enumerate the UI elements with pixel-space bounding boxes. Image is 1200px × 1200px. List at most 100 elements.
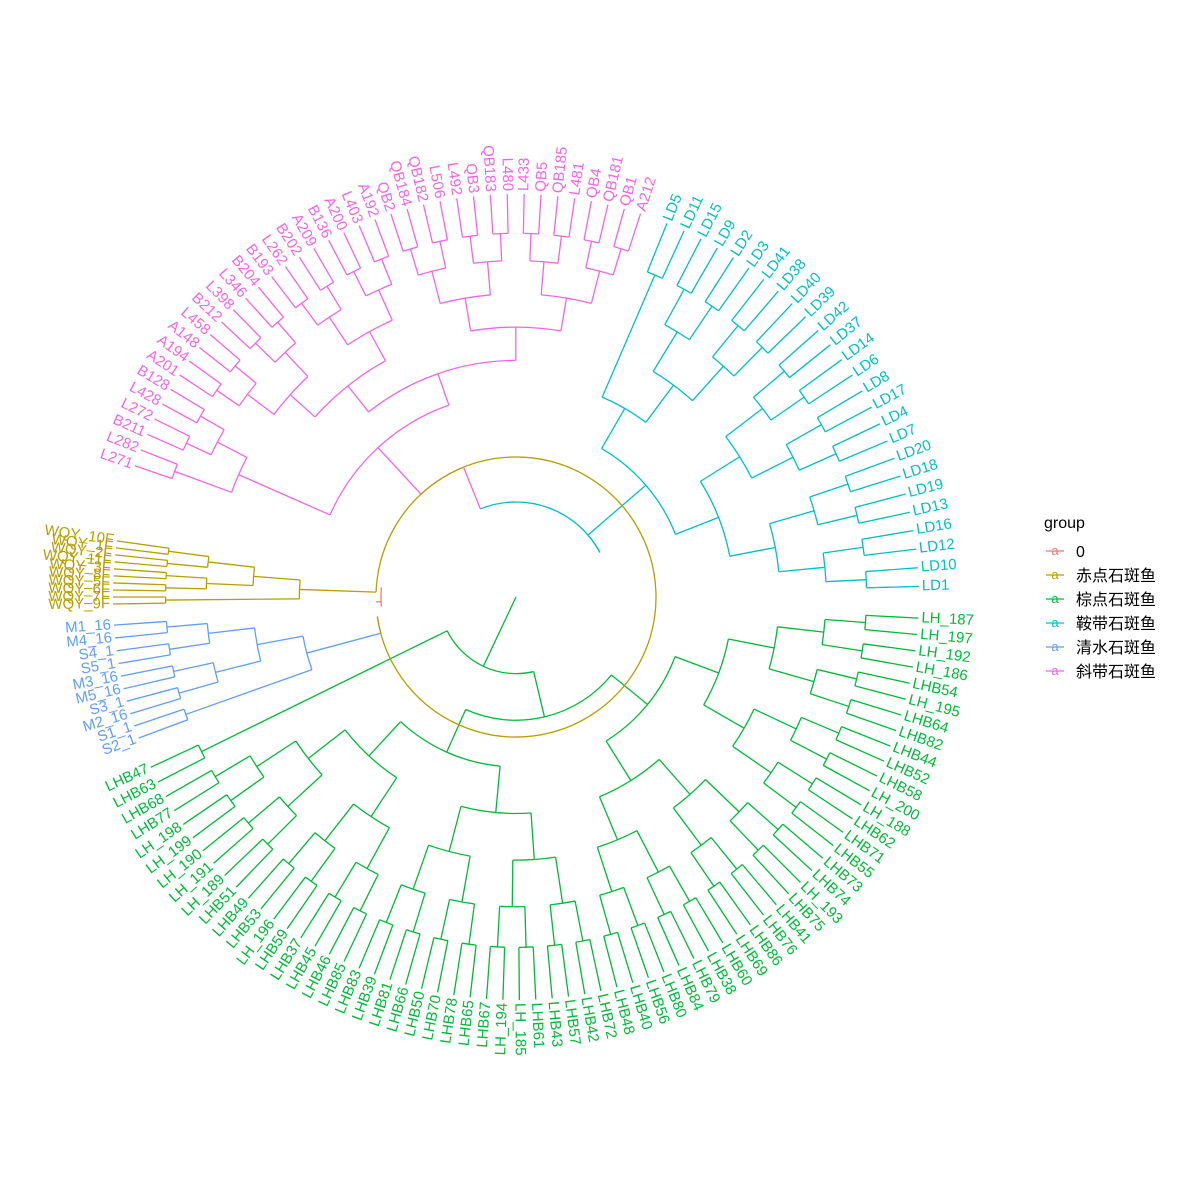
legend-key-glyph: a: [1051, 591, 1059, 606]
branch: [707, 889, 738, 935]
branch: [284, 351, 309, 377]
branch: [116, 540, 170, 549]
tip-label: L506: [425, 164, 448, 200]
branch: [116, 643, 169, 652]
branch-arc: [278, 796, 297, 817]
tip-label: QB185: [549, 146, 571, 194]
branch: [328, 316, 349, 346]
branch: [287, 774, 323, 807]
branch: [499, 233, 503, 261]
branch: [256, 740, 297, 768]
branch: [554, 857, 564, 904]
tip-label: S4_1: [78, 642, 115, 664]
backbone-arc: [480, 501, 601, 553]
legend-title: group: [1044, 515, 1085, 532]
legend-label: 赤点石斑鱼: [1076, 567, 1156, 585]
clade-stem: [587, 484, 647, 536]
legend-key-glyph: a: [1051, 615, 1059, 630]
branch: [772, 834, 813, 872]
branch: [173, 782, 220, 812]
branch: [238, 474, 331, 516]
branch-arc: [165, 621, 169, 633]
tip-label: LD16: [915, 515, 953, 538]
tip-label: LH_187: [921, 609, 974, 629]
branch: [133, 708, 185, 727]
branch: [777, 626, 824, 633]
branch-arc: [822, 752, 831, 766]
branch: [247, 393, 275, 415]
branch: [113, 589, 166, 592]
tip-label: LHB67: [474, 1001, 494, 1048]
branch: [154, 418, 190, 437]
branch: [120, 665, 173, 677]
branch: [732, 745, 772, 774]
branch: [310, 847, 336, 882]
branch: [167, 562, 208, 568]
branch: [755, 303, 793, 343]
branch: [208, 627, 255, 635]
branch: [829, 752, 878, 777]
branch: [785, 424, 822, 446]
branch: [232, 309, 262, 339]
branch: [753, 370, 785, 398]
branch: [841, 725, 891, 747]
branch: [185, 668, 313, 716]
tip-label: WQY_6F: [48, 580, 110, 598]
branch: [790, 739, 827, 760]
branch: [753, 708, 797, 730]
branch-arc: [785, 444, 800, 471]
branch: [668, 865, 691, 902]
branch: [616, 932, 634, 983]
branch: [850, 475, 901, 493]
tip-label: M4_16: [66, 629, 113, 651]
branch: [168, 550, 209, 558]
branch: [255, 342, 276, 363]
branch-arc: [778, 364, 791, 378]
clade-stem: [482, 596, 517, 667]
legend-item: a 斜带石斑鱼: [1046, 663, 1156, 681]
branch: [733, 346, 763, 377]
branch: [511, 860, 514, 907]
tip-label: L480: [499, 158, 517, 192]
branch: [799, 359, 843, 392]
branch: [165, 598, 300, 601]
branch-arc: [529, 260, 559, 264]
branch-arc: [473, 260, 502, 264]
branch: [612, 248, 622, 276]
branch: [768, 668, 815, 683]
legend-item: a 鞍带石斑鱼: [1046, 615, 1156, 633]
branch: [405, 933, 421, 985]
legend-key-glyph: a: [1051, 663, 1059, 678]
branch: [529, 233, 532, 261]
branch: [540, 261, 545, 295]
branch: [546, 945, 553, 999]
branch: [439, 201, 449, 240]
branch: [864, 548, 917, 557]
branch-arc: [262, 838, 274, 850]
branch: [743, 290, 779, 332]
branch-arc: [729, 802, 749, 822]
branch-arc: [249, 755, 265, 778]
branch: [343, 913, 368, 962]
branch: [652, 331, 678, 372]
branch: [752, 854, 790, 895]
branch: [169, 642, 210, 650]
branch: [728, 638, 775, 649]
branch: [601, 274, 656, 398]
branch-arc: [433, 936, 448, 942]
branch: [347, 385, 370, 413]
branch: [378, 289, 393, 321]
branch: [496, 906, 501, 947]
branch-arc: [253, 627, 262, 662]
branch: [314, 900, 342, 947]
branch: [782, 823, 824, 859]
branch: [789, 344, 831, 379]
branch: [217, 441, 248, 458]
branch: [596, 847, 613, 892]
branch: [140, 449, 178, 465]
branch: [113, 575, 167, 580]
legend-key-glyph: a: [1051, 543, 1059, 558]
branch: [495, 766, 501, 813]
branch: [524, 906, 527, 948]
branch: [224, 838, 264, 876]
